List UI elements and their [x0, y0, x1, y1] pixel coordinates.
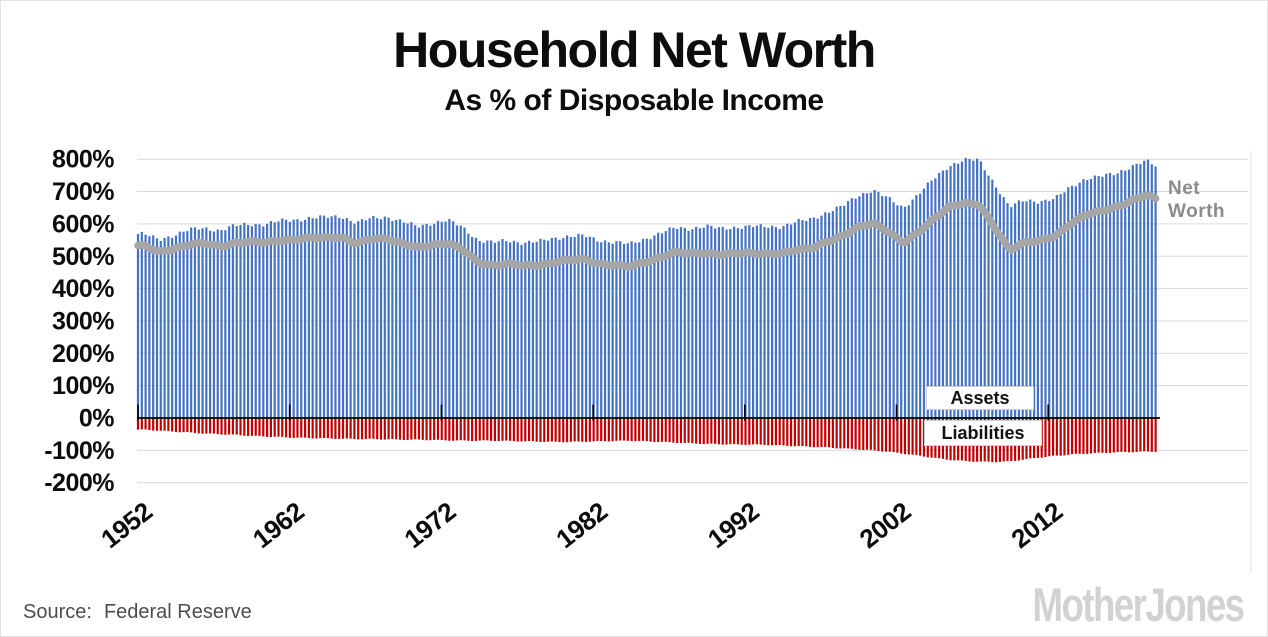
- y-tick-label: 800%: [52, 146, 114, 174]
- x-tick-label: 2012: [1005, 496, 1068, 554]
- y-tick-label: 0%: [79, 405, 114, 433]
- source-prefix: Source:: [23, 601, 92, 623]
- chart-subtitle: As % of Disposable Income: [444, 84, 824, 117]
- mother-jones-logo: MotherJones: [1032, 578, 1245, 631]
- net-worth-series-label: Net Worth: [1168, 177, 1225, 223]
- axis-ticks: [137, 404, 1049, 421]
- x-tick-label: 1972: [399, 496, 462, 554]
- net-worth-label-line2: Worth: [1168, 201, 1226, 222]
- source-attribution: Source: Federal Reserve: [23, 601, 252, 624]
- assets-series-label: Assets: [926, 386, 1034, 410]
- y-tick-label: 300%: [52, 307, 114, 335]
- y-tick-label: 700%: [52, 178, 114, 206]
- y-tick-label: 100%: [52, 372, 114, 400]
- y-tick-label: -100%: [44, 437, 114, 465]
- y-tick-label: -200%: [44, 469, 114, 497]
- source-text: Federal Reserve: [103, 601, 252, 623]
- assets-series-label-text: Assets: [950, 388, 1010, 408]
- x-tick-label: 2002: [854, 496, 917, 554]
- liabilities-series-label: Liabilities: [924, 420, 1042, 446]
- x-tick-label: 1982: [550, 496, 613, 554]
- y-axis-labels: 800% 700% 600% 500% 400% 300% 200% 100% 0% -100% -…: [44, 146, 115, 498]
- y-tick-label: 200%: [52, 340, 114, 368]
- chart-title: Household Net Worth: [393, 22, 876, 78]
- x-tick-label: 1952: [95, 496, 158, 554]
- assets-bars: [136, 157, 1157, 418]
- x-axis-labels: 1952 1962 1972 1982 1992 2002 2012: [95, 496, 1068, 554]
- x-tick-label: 1962: [247, 496, 310, 554]
- y-tick-label: 400%: [52, 275, 114, 303]
- liabilities-series-label-text: Liabilities: [941, 423, 1025, 443]
- net-worth-line: [134, 191, 1160, 271]
- net-worth-label-line1: Net: [1168, 178, 1201, 199]
- y-tick-label: 600%: [52, 210, 114, 238]
- x-tick-label: 1992: [702, 496, 765, 554]
- y-tick-label: 500%: [52, 243, 114, 271]
